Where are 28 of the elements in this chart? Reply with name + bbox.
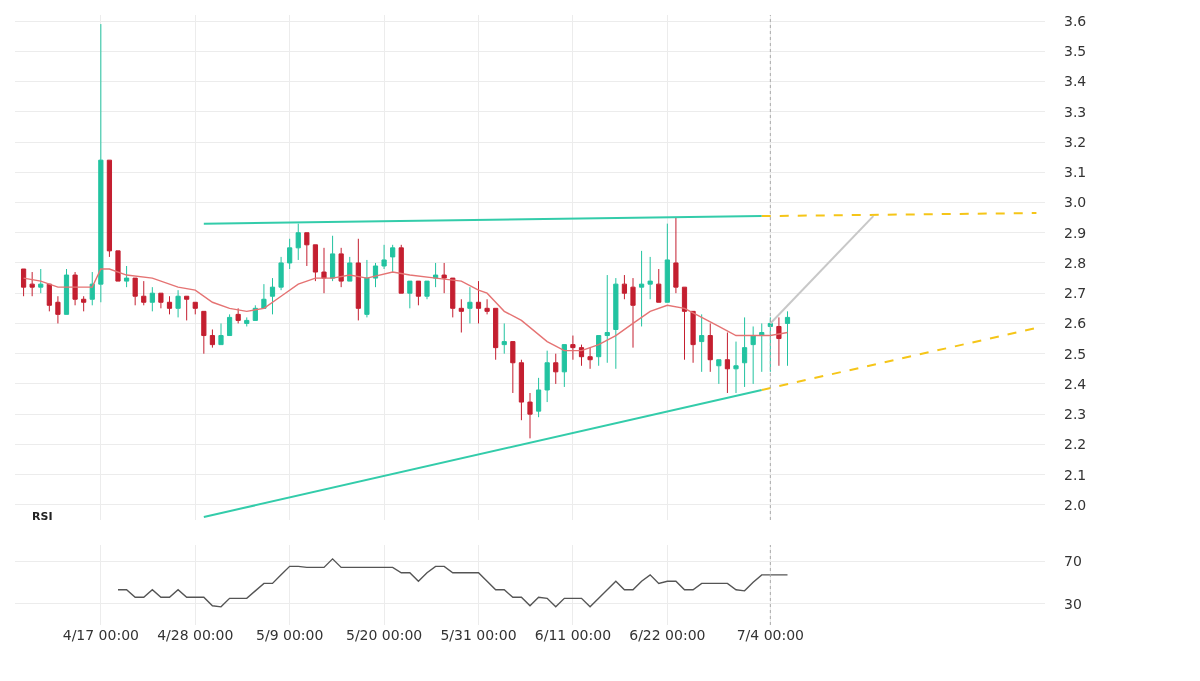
y-tick-label: 2.2 [1064,436,1087,453]
y-tick-label: 2.7 [1064,285,1087,302]
y-tick-label: 2.8 [1064,254,1087,271]
y-tick-label: 3.2 [1064,133,1087,150]
x-tick-label: 5/31 00:00 [440,627,517,643]
x-tick-label: 4/17 00:00 [62,627,139,643]
y-tick-label: 3.1 [1064,164,1087,181]
y-tick-label: 2.5 [1064,345,1087,362]
y-tick-label: 30 [1064,595,1082,612]
x-tick-label: 7/4 00:00 [736,627,804,643]
y-tick-label: 3.3 [1064,103,1087,120]
x-tick-label: 4/28 00:00 [157,627,234,643]
x-tick-label: 6/11 00:00 [534,627,612,643]
y-tick-label: 2.1 [1064,466,1087,483]
chart-title: RSI [32,510,53,523]
y-tick-label: 2.3 [1064,406,1087,423]
y-tick-label: 3.0 [1064,194,1087,211]
y-tick-label: 2.9 [1064,224,1087,241]
y-tick-label: 2.4 [1064,375,1087,392]
y-tick-label: 2.6 [1064,315,1087,332]
y-tick-label: 2.0 [1064,496,1087,513]
x-tick-label: 5/20 00:00 [345,627,423,643]
y-tick-label: 70 [1064,552,1082,569]
y-tick-label: 3.5 [1064,43,1087,60]
x-tick-label: 5/9 00:00 [256,627,324,643]
x-tick-label: 6/22 00:00 [629,627,706,643]
y-tick-label: 3.4 [1064,73,1087,90]
y-tick-label: 3.6 [1064,12,1087,29]
